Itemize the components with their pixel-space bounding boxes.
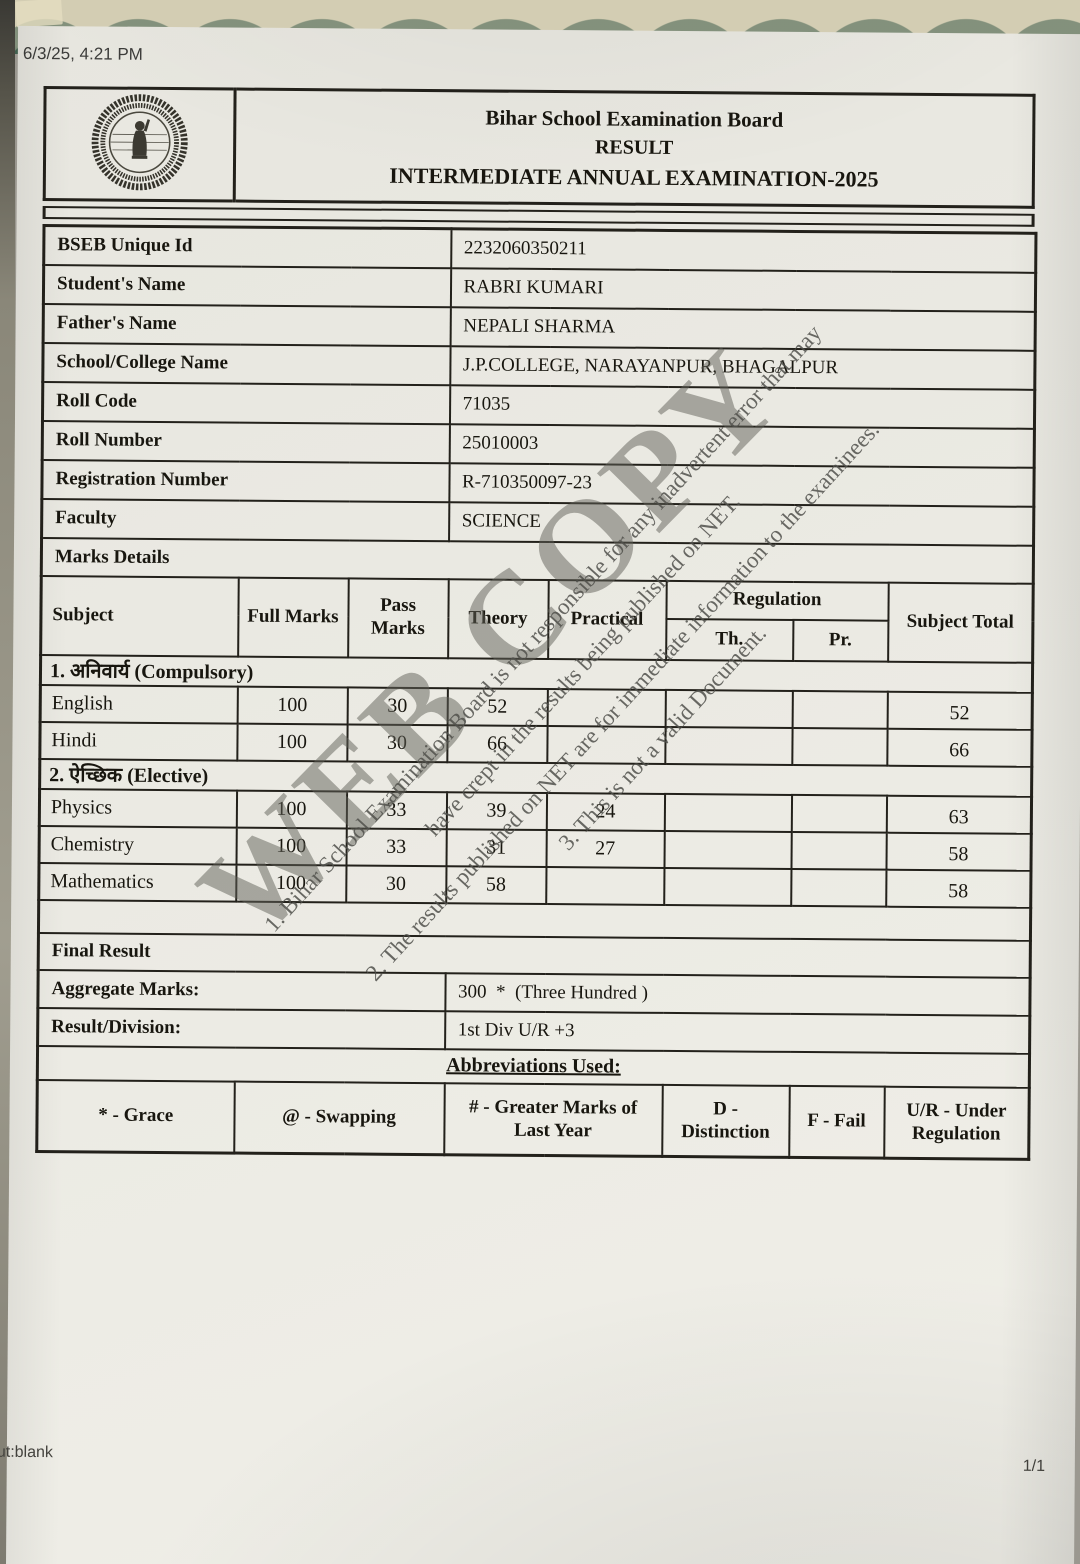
subject-total: 58: [885, 869, 1032, 908]
abbreviations-title: Abbreviations Used:: [446, 1054, 621, 1078]
header-row: Bihar School Examination Board RESULT IN…: [44, 87, 1034, 208]
info-label: School/College Name: [42, 342, 451, 385]
info-value: RABRI KUMARI: [450, 267, 1036, 312]
print-footer-page-number: 1/1: [1022, 1457, 1046, 1475]
regulation-th: [664, 793, 792, 832]
info-value: 2232060350211: [450, 228, 1037, 273]
regulation-th: [664, 830, 792, 869]
col-header-practical: Practical: [547, 579, 667, 660]
regulation-th: [665, 689, 793, 728]
regulation-th: [663, 867, 792, 906]
abbreviation-item: F - Fail: [788, 1085, 885, 1159]
regulation-pr: [790, 868, 887, 907]
bseb-seal-icon: [91, 93, 188, 190]
info-label: Father's Name: [43, 303, 451, 346]
info-value: NEPALI SHARMA: [450, 306, 1036, 351]
abbreviation-item: * - Grace: [36, 1079, 235, 1154]
title-cell: Bihar School Examination Board RESULT IN…: [234, 89, 1034, 207]
pass-marks: 30: [346, 723, 448, 762]
col-header-reg-th: Th.: [665, 618, 793, 661]
col-header-full-marks: Full Marks: [237, 577, 349, 657]
info-value: R-710350097-23: [448, 462, 1035, 507]
abbreviation-item: # - Greater Marks of Last Year: [443, 1082, 663, 1157]
aggregate-label: Aggregate Marks:: [37, 969, 446, 1011]
abbreviations-row: * - Grace @ - Swapping # - Greater Marks…: [36, 1079, 1030, 1160]
abbreviation-item: U/R - Under Regulation: [883, 1086, 1030, 1160]
marks-header-row: Subject Full Marks Pass Marks Theory Pra…: [40, 575, 1034, 663]
subject-name: English: [40, 684, 238, 724]
regulation-pr: [791, 831, 887, 870]
col-header-reg-pr: Pr.: [792, 619, 888, 662]
exam-title: INTERMEDIATE ANNUAL EXAMINATION-2025: [389, 162, 879, 192]
theory-marks: 66: [446, 724, 548, 763]
col-header-subject-total: Subject Total: [887, 582, 1034, 663]
subject-total: 66: [886, 728, 1033, 767]
col-header-regulation: Regulation: [665, 580, 889, 621]
header-table: Bihar School Examination Board RESULT IN…: [42, 86, 1036, 209]
pass-marks: 33: [346, 827, 447, 866]
pass-marks: 30: [345, 864, 447, 903]
theory-marks: 58: [445, 865, 547, 904]
info-value: 71035: [449, 384, 1035, 429]
practical-marks: [546, 725, 666, 764]
theory-marks: 52: [447, 687, 548, 726]
col-header-pass-marks: Pass Marks: [347, 577, 449, 658]
board-name: Bihar School Examination Board: [485, 105, 784, 132]
result-sheet: 6/3/25, 4:21 PM: [0, 25, 1080, 1564]
practical-marks: [547, 688, 666, 727]
info-value: SCIENCE: [448, 501, 1034, 546]
regulation-th: [664, 726, 793, 765]
regulation-pr: [792, 690, 888, 729]
subject-total: 58: [886, 832, 1032, 871]
print-timestamp: 6/3/25, 4:21 PM: [22, 43, 143, 64]
full-marks: 100: [236, 723, 348, 761]
subject-total: 63: [886, 795, 1032, 834]
subject-name: Mathematics: [38, 862, 237, 902]
theory-marks: 31: [446, 828, 547, 867]
abbreviation-item: @ - Swapping: [233, 1081, 445, 1155]
info-label: Faculty: [41, 498, 449, 541]
result-table: BSEB Unique Id 2232060350211 Student's N…: [35, 224, 1038, 1161]
aggregate-value: 300 * (Three Hundred ): [444, 972, 1031, 1016]
print-footer-url: ut:blank: [0, 1443, 53, 1462]
separator-bar: [42, 206, 1035, 227]
subject-total: 52: [887, 691, 1033, 730]
practical-marks: [545, 866, 665, 905]
col-header-subject: Subject: [40, 575, 239, 657]
regulation-pr: [791, 794, 887, 833]
practical-marks: 27: [546, 829, 665, 868]
full-marks: 100: [236, 827, 347, 865]
theory-marks: 39: [446, 791, 547, 830]
regulation-pr: [791, 727, 888, 766]
logo-cell: [44, 87, 236, 202]
result-document: Bihar School Examination Board RESULT IN…: [35, 86, 1038, 1161]
full-marks: 100: [235, 864, 347, 902]
subject-name: Hindi: [39, 721, 238, 761]
info-label: Roll Number: [42, 420, 450, 463]
abbreviation-item: D - Distinction: [661, 1084, 790, 1158]
full-marks: 100: [237, 686, 348, 724]
result-label: RESULT: [594, 135, 674, 159]
tape-scrap: [15, 0, 63, 28]
subject-name: Chemistry: [39, 825, 237, 865]
info-value: J.P.COLLEGE, NARAYANPUR, BHAGALPUR: [449, 345, 1036, 390]
info-label: Student's Name: [43, 264, 451, 307]
practical-marks: 24: [546, 792, 665, 831]
subject-name: Physics: [39, 788, 237, 828]
division-label: Result/Division:: [37, 1007, 445, 1049]
division-value: 1st Div U/R +3: [444, 1010, 1030, 1054]
info-label: Registration Number: [41, 459, 450, 502]
col-header-theory: Theory: [447, 578, 549, 659]
info-label: BSEB Unique Id: [43, 225, 452, 268]
pass-marks: 33: [346, 790, 447, 829]
pass-marks: 30: [347, 686, 448, 725]
info-label: Roll Code: [42, 381, 450, 424]
full-marks: 100: [236, 790, 347, 828]
info-value: 25010003: [449, 423, 1035, 468]
